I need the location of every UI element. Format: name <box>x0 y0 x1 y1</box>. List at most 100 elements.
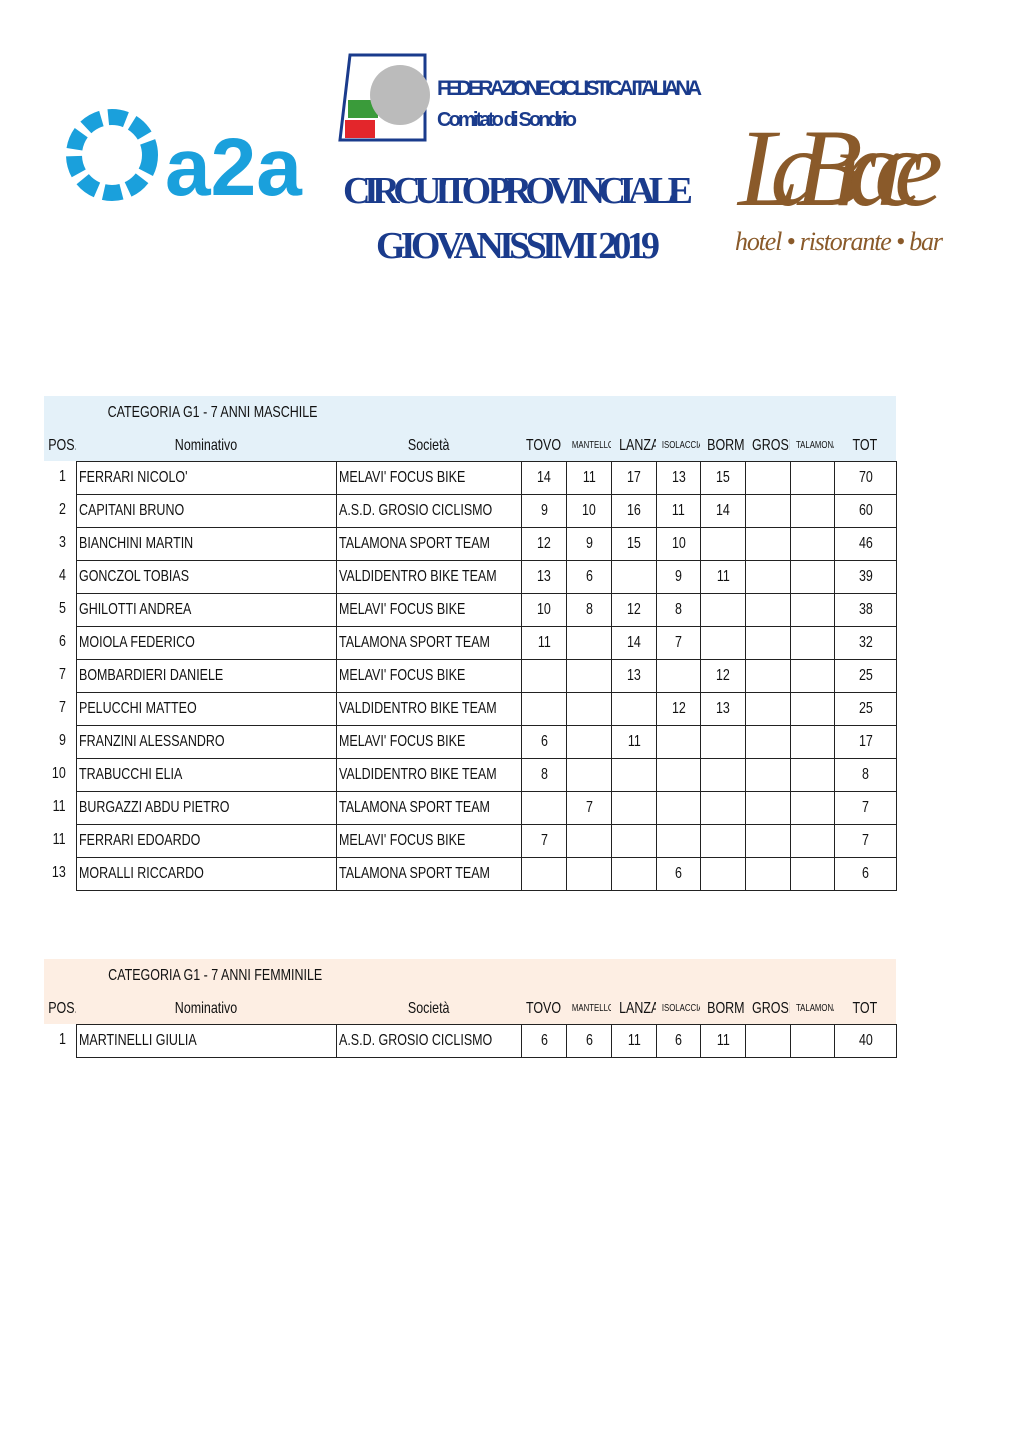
race-points: 13 <box>656 461 701 495</box>
fci-logo: FEDERAZIONE CICLISTICA ITALIANA Comitato… <box>338 53 702 267</box>
race-points <box>521 659 567 693</box>
race-points <box>656 824 701 858</box>
race-points: 14 <box>700 494 746 528</box>
race-points <box>745 824 791 858</box>
position: 13 <box>52 864 66 881</box>
team: MELAVI' FOCUS BIKE <box>336 659 522 693</box>
race-points: 8 <box>521 758 567 792</box>
a2a-logo: a2a <box>66 109 303 213</box>
rider-name: FERRARI NICOLO' <box>76 461 337 495</box>
race-points: 13 <box>521 560 567 594</box>
race-points <box>790 659 835 693</box>
team: VALDIDENTRO BIKE TEAM <box>336 758 522 792</box>
column-header: MANTELLO <box>571 1003 611 1014</box>
race-points <box>745 1024 791 1058</box>
rider-name: FERRARI EDOARDO <box>76 824 337 858</box>
total: 25 <box>834 692 897 726</box>
rider-name: MORALLI RICCARDO <box>76 857 337 891</box>
race-points: 12 <box>700 659 746 693</box>
race-points: 7 <box>521 824 567 858</box>
race-points <box>790 824 835 858</box>
race-points <box>566 626 612 660</box>
header-band <box>44 396 896 461</box>
total: 8 <box>834 758 897 792</box>
category-title: CATEGORIA G1 - 7 ANNI FEMMINILE <box>108 967 323 984</box>
race-points <box>790 593 835 627</box>
race-points <box>566 725 612 759</box>
column-header: TOVO <box>525 1000 562 1017</box>
column-header: Nominativo <box>174 437 238 454</box>
team: TALAMONA SPORT TEAM <box>336 857 522 891</box>
team: MELAVI' FOCUS BIKE <box>336 461 522 495</box>
position: 7 <box>59 666 66 683</box>
race-points <box>656 659 701 693</box>
race-points: 11 <box>700 560 746 594</box>
race-points <box>611 560 657 594</box>
race-points: 12 <box>611 593 657 627</box>
column-header: POS. <box>48 1000 76 1017</box>
race-points <box>790 758 835 792</box>
race-points <box>745 593 791 627</box>
race-points <box>521 692 567 726</box>
position: 7 <box>59 699 66 716</box>
race-points: 11 <box>611 725 657 759</box>
team: VALDIDENTRO BIKE TEAM <box>336 692 522 726</box>
team: A.S.D. GROSIO CICLISMO <box>336 1024 522 1058</box>
race-points: 11 <box>611 1024 657 1058</box>
race-points <box>611 857 657 891</box>
race-points: 11 <box>656 494 701 528</box>
column-header: LANZADA <box>619 437 656 454</box>
race-points <box>745 791 791 825</box>
race-points: 10 <box>656 527 701 561</box>
race-points: 12 <box>521 527 567 561</box>
team: TALAMONA SPORT TEAM <box>336 527 522 561</box>
race-points <box>700 791 746 825</box>
team: MELAVI' FOCUS BIKE <box>336 725 522 759</box>
title-line2: GIOVANISSIMI 2019 <box>376 225 660 267</box>
header-logos: a2a FEDERAZIONE CICLISTICA ITALIANA Comi… <box>66 53 944 267</box>
race-points: 12 <box>656 692 701 726</box>
race-points <box>745 527 791 561</box>
race-points: 10 <box>566 494 612 528</box>
race-points: 11 <box>700 1024 746 1058</box>
position: 1 <box>59 468 66 485</box>
race-points <box>745 692 791 726</box>
race-points <box>656 725 701 759</box>
race-points: 15 <box>611 527 657 561</box>
team: TALAMONA SPORT TEAM <box>336 791 522 825</box>
race-points: 10 <box>521 593 567 627</box>
race-points: 6 <box>566 1024 612 1058</box>
position: 10 <box>52 765 66 782</box>
total: 6 <box>834 857 897 891</box>
race-points <box>700 527 746 561</box>
committee: Comitato di Sondrio <box>437 109 577 131</box>
race-points <box>566 857 612 891</box>
team: VALDIDENTRO BIKE TEAM <box>336 560 522 594</box>
header-band <box>44 959 896 1024</box>
category-title: CATEGORIA G1 - 7 ANNI MASCHILE <box>107 404 318 421</box>
total: 70 <box>834 461 897 495</box>
race-points: 6 <box>656 857 701 891</box>
team: TALAMONA SPORT TEAM <box>336 626 522 660</box>
race-points: 6 <box>521 725 567 759</box>
race-points: 13 <box>611 659 657 693</box>
la-brace-logo: La Brace hotel • ristorante • bar <box>735 107 944 256</box>
column-header: Società <box>407 1000 450 1017</box>
race-points <box>566 659 612 693</box>
race-points: 6 <box>566 560 612 594</box>
position: 2 <box>59 501 66 518</box>
race-points <box>611 692 657 726</box>
race-points <box>790 857 835 891</box>
race-points <box>790 626 835 660</box>
race-points <box>745 659 791 693</box>
race-points <box>745 857 791 891</box>
race-points <box>700 857 746 891</box>
column-header: MANTELLO <box>571 440 611 451</box>
race-points <box>745 758 791 792</box>
race-points <box>790 1024 835 1058</box>
position: 11 <box>53 798 66 815</box>
column-header: TOT <box>852 1000 878 1017</box>
race-points <box>521 857 567 891</box>
race-points <box>611 791 657 825</box>
